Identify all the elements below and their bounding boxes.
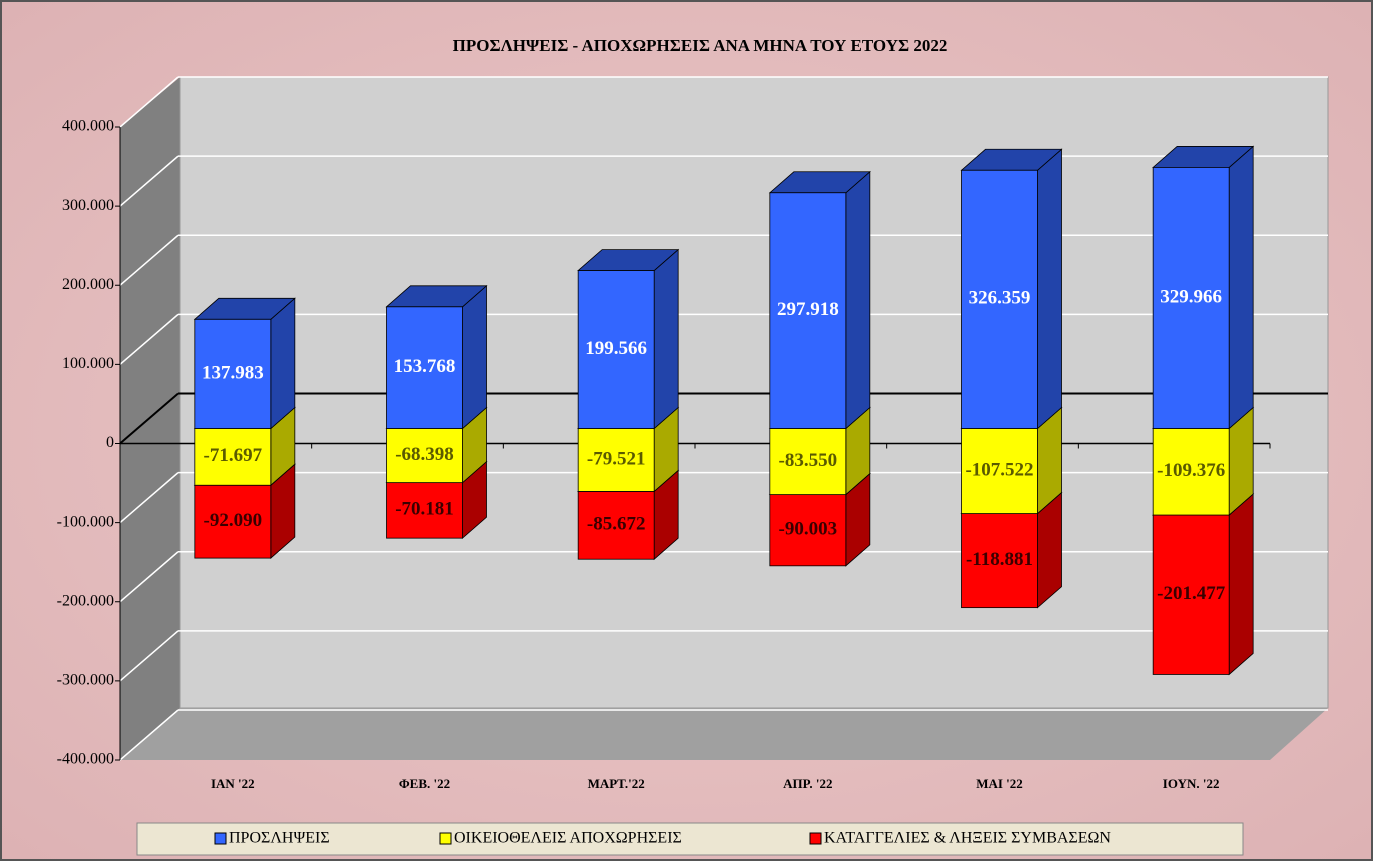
floor bbox=[120, 708, 1328, 760]
bar bbox=[1152, 167, 1230, 429]
grid-line bbox=[119, 76, 179, 128]
value-label: 297.918 bbox=[777, 299, 839, 320]
x-tick-label: ΜΑΡΤ.'22 bbox=[588, 776, 645, 791]
bar bbox=[1152, 514, 1230, 675]
y-tick-label: -300.000 bbox=[57, 672, 114, 689]
value-label: -68.398 bbox=[395, 444, 454, 465]
value-label: 137.983 bbox=[202, 362, 264, 383]
bar bbox=[194, 428, 272, 486]
y-tick-label: 200.000 bbox=[62, 276, 114, 293]
x-tick-label: ΙΟΥΝ. '22 bbox=[1163, 776, 1220, 791]
legend bbox=[136, 822, 1244, 856]
y-tick-label: 100.000 bbox=[62, 355, 114, 372]
bar bbox=[577, 428, 655, 492]
grid-line bbox=[119, 155, 179, 207]
y-tick-label: -100.000 bbox=[57, 513, 114, 530]
legend-swatch bbox=[439, 832, 452, 845]
value-label: -90.003 bbox=[779, 519, 838, 540]
bar-side bbox=[1037, 148, 1062, 430]
legend-label: ΚΑΤΑΓΓΕΛΙΕΣ & ΛΗΞΕΙΣ ΣΥΜΒΑΣΕΩΝ bbox=[824, 830, 1111, 847]
value-label: -107.522 bbox=[965, 459, 1033, 480]
grid-line bbox=[119, 630, 179, 682]
value-label: -71.697 bbox=[204, 445, 263, 466]
grid-line bbox=[119, 313, 179, 365]
value-label: 326.359 bbox=[969, 288, 1031, 309]
value-label: 153.768 bbox=[394, 356, 456, 377]
x-tick-label: ΜΑΙ '22 bbox=[976, 776, 1023, 791]
bar bbox=[386, 306, 463, 429]
y-tick-label: 0 bbox=[106, 434, 114, 451]
value-label: -79.521 bbox=[587, 448, 646, 469]
bar-side bbox=[1228, 493, 1254, 676]
legend-label: ΠΡΟΣΛΗΨΕΙΣ bbox=[229, 830, 330, 847]
bar bbox=[386, 428, 463, 484]
grid-line bbox=[119, 472, 179, 524]
value-label: -109.376 bbox=[1157, 460, 1225, 481]
value-label: -85.672 bbox=[587, 514, 646, 535]
bar bbox=[961, 513, 1038, 609]
value-label: -83.550 bbox=[779, 450, 838, 471]
value-label: -201.477 bbox=[1157, 583, 1226, 604]
bar-side bbox=[462, 284, 487, 430]
bar bbox=[577, 270, 655, 429]
y-tick-label: 400.000 bbox=[62, 118, 114, 135]
value-label: -118.881 bbox=[966, 549, 1033, 570]
legend-swatch bbox=[809, 832, 822, 845]
x-tick-label: ΑΠΡ. '22 bbox=[783, 776, 832, 791]
bar bbox=[769, 192, 847, 429]
bar bbox=[769, 494, 847, 567]
bar bbox=[961, 169, 1038, 429]
bar-side bbox=[845, 170, 871, 430]
x-tick-label: ΙΑΝ '22 bbox=[211, 776, 255, 791]
grid-line bbox=[119, 234, 179, 286]
bar bbox=[386, 482, 463, 539]
legend-swatch bbox=[214, 832, 227, 845]
grid-line bbox=[119, 551, 179, 603]
y-tick-label: -200.000 bbox=[57, 592, 114, 609]
bar bbox=[577, 491, 655, 560]
bar bbox=[1152, 428, 1230, 516]
bar bbox=[961, 428, 1038, 514]
legend-label: ΟΙΚΕΙΟΘΕΛΕΙΣ ΑΠΟΧΩΡΗΣΕΙΣ bbox=[454, 830, 682, 847]
bar-side bbox=[653, 248, 679, 430]
grid-line bbox=[119, 392, 179, 445]
value-label: -92.090 bbox=[204, 510, 263, 531]
bar-side bbox=[1228, 145, 1254, 430]
bar-side bbox=[270, 297, 296, 430]
grid-line bbox=[119, 709, 179, 761]
y-tick-label: -400.000 bbox=[57, 751, 114, 768]
x-tick-label: ΦΕΒ. '22 bbox=[399, 776, 450, 791]
value-label: 199.566 bbox=[585, 338, 647, 359]
y-tick-label: 300.000 bbox=[62, 197, 114, 214]
value-label: 329.966 bbox=[1160, 286, 1222, 307]
value-label: -70.181 bbox=[395, 499, 454, 520]
bar bbox=[194, 318, 272, 429]
bar bbox=[194, 484, 272, 559]
chart-title: ΠΡΟΣΛΗΨΕΙΣ - ΑΠΟΧΩΡΗΣΕΙΣ ΑΝΑ ΜΗΝΑ ΤΟΥ ΕΤ… bbox=[453, 36, 948, 55]
